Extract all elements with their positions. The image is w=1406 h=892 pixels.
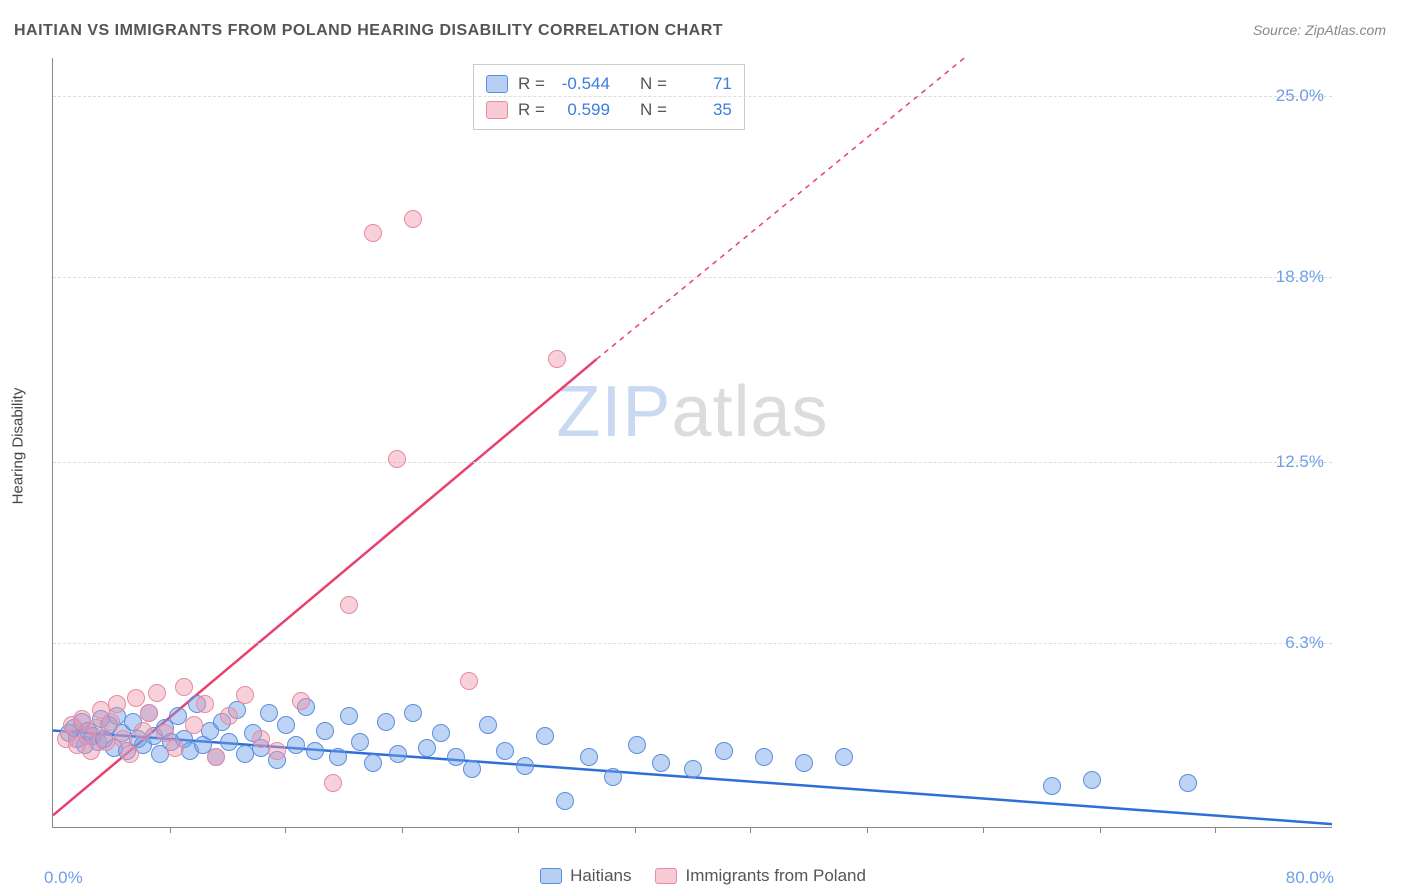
data-point [324,774,342,792]
legend-label: Immigrants from Poland [685,866,865,886]
swatch-pink [655,868,677,884]
x-tick [1215,827,1216,833]
data-point [556,792,574,810]
data-point [166,739,184,757]
y-tick-label: 12.5% [1276,452,1324,472]
data-point [268,742,286,760]
data-point [207,748,225,766]
y-tick-label: 6.3% [1285,633,1324,653]
data-point [252,730,270,748]
gridline [53,277,1332,278]
data-point [628,736,646,754]
data-point [175,678,193,696]
data-point [108,695,126,713]
data-point [134,722,152,740]
legend-label: Haitians [570,866,631,886]
data-point [364,224,382,242]
data-point [460,672,478,690]
data-point [185,716,203,734]
data-point [1083,771,1101,789]
gridline [53,96,1332,97]
gridline [53,643,1332,644]
x-tick [170,827,171,833]
data-point [277,716,295,734]
data-point [148,684,166,702]
data-point [340,596,358,614]
data-point [404,210,422,228]
data-point [835,748,853,766]
data-point [316,722,334,740]
data-point [196,695,214,713]
data-point [97,733,115,751]
x-tick [867,827,868,833]
data-point [329,748,347,766]
plot-area: ZIPatlas R = -0.544 N = 71 R = 0.599 N =… [52,58,1332,828]
data-point [292,692,310,710]
data-point [364,754,382,772]
data-point [418,739,436,757]
data-point [496,742,514,760]
x-tick [750,827,751,833]
data-point [516,757,534,775]
data-point [389,745,407,763]
data-point [795,754,813,772]
data-point [604,768,622,786]
data-point [351,733,369,751]
gridline [53,462,1332,463]
data-point [121,745,139,763]
trend-line [597,58,965,359]
data-point [479,716,497,734]
data-point [340,707,358,725]
data-point [548,350,566,368]
data-point [536,727,554,745]
data-point [220,707,238,725]
data-point [140,704,158,722]
data-point [463,760,481,778]
data-point [580,748,598,766]
x-tick [1100,827,1101,833]
y-axis-label: Hearing Disability [10,388,27,505]
swatch-blue [540,868,562,884]
x-tick [285,827,286,833]
data-point [127,689,145,707]
series-legend: Haitians Immigrants from Poland [0,866,1406,886]
legend-item-haitians: Haitians [540,866,631,886]
data-point [102,713,120,731]
source-label: Source: ZipAtlas.com [1253,22,1386,38]
data-point [1043,777,1061,795]
data-point [684,760,702,778]
x-tick [402,827,403,833]
data-point [652,754,670,772]
data-point [388,450,406,468]
data-point [755,748,773,766]
data-point [260,704,278,722]
data-point [220,733,238,751]
data-point [1179,774,1197,792]
legend-item-poland: Immigrants from Poland [655,866,865,886]
data-point [377,713,395,731]
chart-title: HAITIAN VS IMMIGRANTS FROM POLAND HEARIN… [14,22,723,40]
y-tick-label: 25.0% [1276,86,1324,106]
data-point [447,748,465,766]
data-point [287,736,305,754]
data-point [715,742,733,760]
data-point [236,686,254,704]
x-tick [635,827,636,833]
data-point [432,724,450,742]
data-point [306,742,324,760]
x-tick [983,827,984,833]
data-point [404,704,422,722]
y-tick-label: 18.8% [1276,267,1324,287]
x-tick [518,827,519,833]
